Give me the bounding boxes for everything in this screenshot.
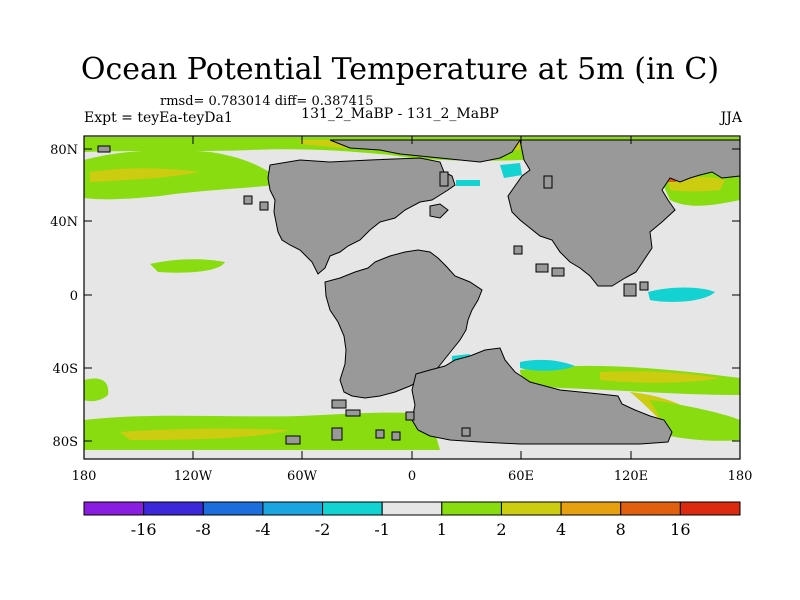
island-1 bbox=[243, 195, 253, 205]
lon-label: 180 bbox=[72, 469, 97, 484]
lat-label: 40S bbox=[53, 362, 78, 377]
colorbar-box bbox=[441, 501, 502, 516]
island-13 bbox=[331, 427, 343, 441]
colorbar-box bbox=[202, 501, 264, 516]
lat-label: 0 bbox=[70, 289, 78, 304]
stats-text: rmsd= 0.783014 diff= 0.387415 bbox=[160, 94, 374, 109]
colorbar-label: -16 bbox=[131, 520, 157, 539]
colorbar-box bbox=[560, 501, 622, 516]
lon-label: 120E bbox=[614, 469, 648, 484]
island-8 bbox=[551, 267, 565, 277]
colorbar-label: 2 bbox=[496, 520, 506, 539]
equatorial-cyan bbox=[648, 287, 715, 302]
south-pacific-green bbox=[650, 400, 740, 441]
south-indian-yellow bbox=[600, 371, 720, 383]
map-title: Ocean Potential Temperature at 5m (in C) bbox=[80, 52, 720, 87]
colorbar-label: 1 bbox=[437, 520, 447, 539]
lon-label: 60W bbox=[287, 469, 318, 484]
experiment-names: 131_2_MaBP - 131_2_MaBP bbox=[301, 106, 499, 122]
sw-atlantic-green bbox=[84, 378, 109, 402]
lat-label: 80S bbox=[53, 435, 78, 450]
colorbar-box bbox=[83, 501, 145, 516]
colorbar-box bbox=[500, 501, 562, 516]
lat-ticks bbox=[84, 148, 740, 442]
experiment-label: Expt = teyEa-teyDa1 bbox=[84, 110, 233, 126]
island-16 bbox=[391, 431, 401, 441]
colorbar-label: 16 bbox=[670, 520, 690, 539]
island-9 bbox=[623, 283, 637, 297]
north-atlantic-cyan-2 bbox=[456, 180, 480, 186]
colorbar-label: -2 bbox=[315, 520, 331, 539]
colorbar-box bbox=[620, 501, 681, 516]
colorbar-label: -1 bbox=[374, 520, 390, 539]
island-18 bbox=[461, 427, 471, 437]
greenland bbox=[329, 139, 521, 163]
lon-label: 60E bbox=[508, 469, 534, 484]
lon-ticks bbox=[192, 136, 632, 459]
colorbar-box bbox=[679, 501, 741, 516]
season-label: JJA bbox=[720, 110, 742, 126]
lat-label: 40N bbox=[50, 215, 78, 230]
island-3 bbox=[439, 171, 449, 187]
lat-label: 80N bbox=[50, 143, 78, 158]
island-4 bbox=[429, 203, 449, 219]
island-12 bbox=[345, 409, 361, 417]
colorbar-label: 4 bbox=[556, 520, 566, 539]
island-5 bbox=[543, 175, 553, 189]
island-11 bbox=[331, 399, 347, 409]
southern-ocean-yellow bbox=[120, 428, 290, 440]
island-14 bbox=[285, 435, 301, 445]
colorbar-label: -4 bbox=[255, 520, 271, 539]
land-masses bbox=[97, 139, 741, 445]
island-2 bbox=[259, 201, 269, 211]
lon-label: 180 bbox=[728, 469, 753, 484]
north-america bbox=[267, 157, 456, 275]
north-yellow-streak bbox=[90, 168, 200, 182]
lon-label: 0 bbox=[408, 469, 416, 484]
colorbar: -16 -8 -4 -2 -1 1 2 4 8 16 bbox=[83, 501, 741, 539]
colorbar-box bbox=[381, 501, 443, 516]
island-19 bbox=[97, 145, 111, 153]
colorbar-box bbox=[322, 501, 383, 516]
eurasia bbox=[507, 139, 741, 287]
island-15 bbox=[375, 429, 385, 439]
antarctica-australia bbox=[411, 347, 673, 445]
colorbar-label: -8 bbox=[195, 520, 211, 539]
colorbar-box bbox=[143, 501, 204, 516]
island-10 bbox=[639, 281, 649, 291]
island-6 bbox=[513, 245, 523, 255]
pacific-green-blob bbox=[150, 259, 225, 273]
south-indian-cyan bbox=[520, 359, 575, 371]
island-7 bbox=[535, 263, 549, 273]
island-17 bbox=[405, 411, 415, 421]
north-atlantic-cyan bbox=[500, 163, 522, 178]
colorbar-label: 8 bbox=[616, 520, 626, 539]
lon-label: 120W bbox=[174, 469, 213, 484]
colorbar-box bbox=[262, 501, 324, 516]
